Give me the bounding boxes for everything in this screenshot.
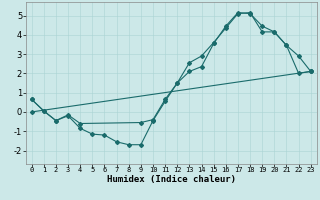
X-axis label: Humidex (Indice chaleur): Humidex (Indice chaleur): [107, 175, 236, 184]
